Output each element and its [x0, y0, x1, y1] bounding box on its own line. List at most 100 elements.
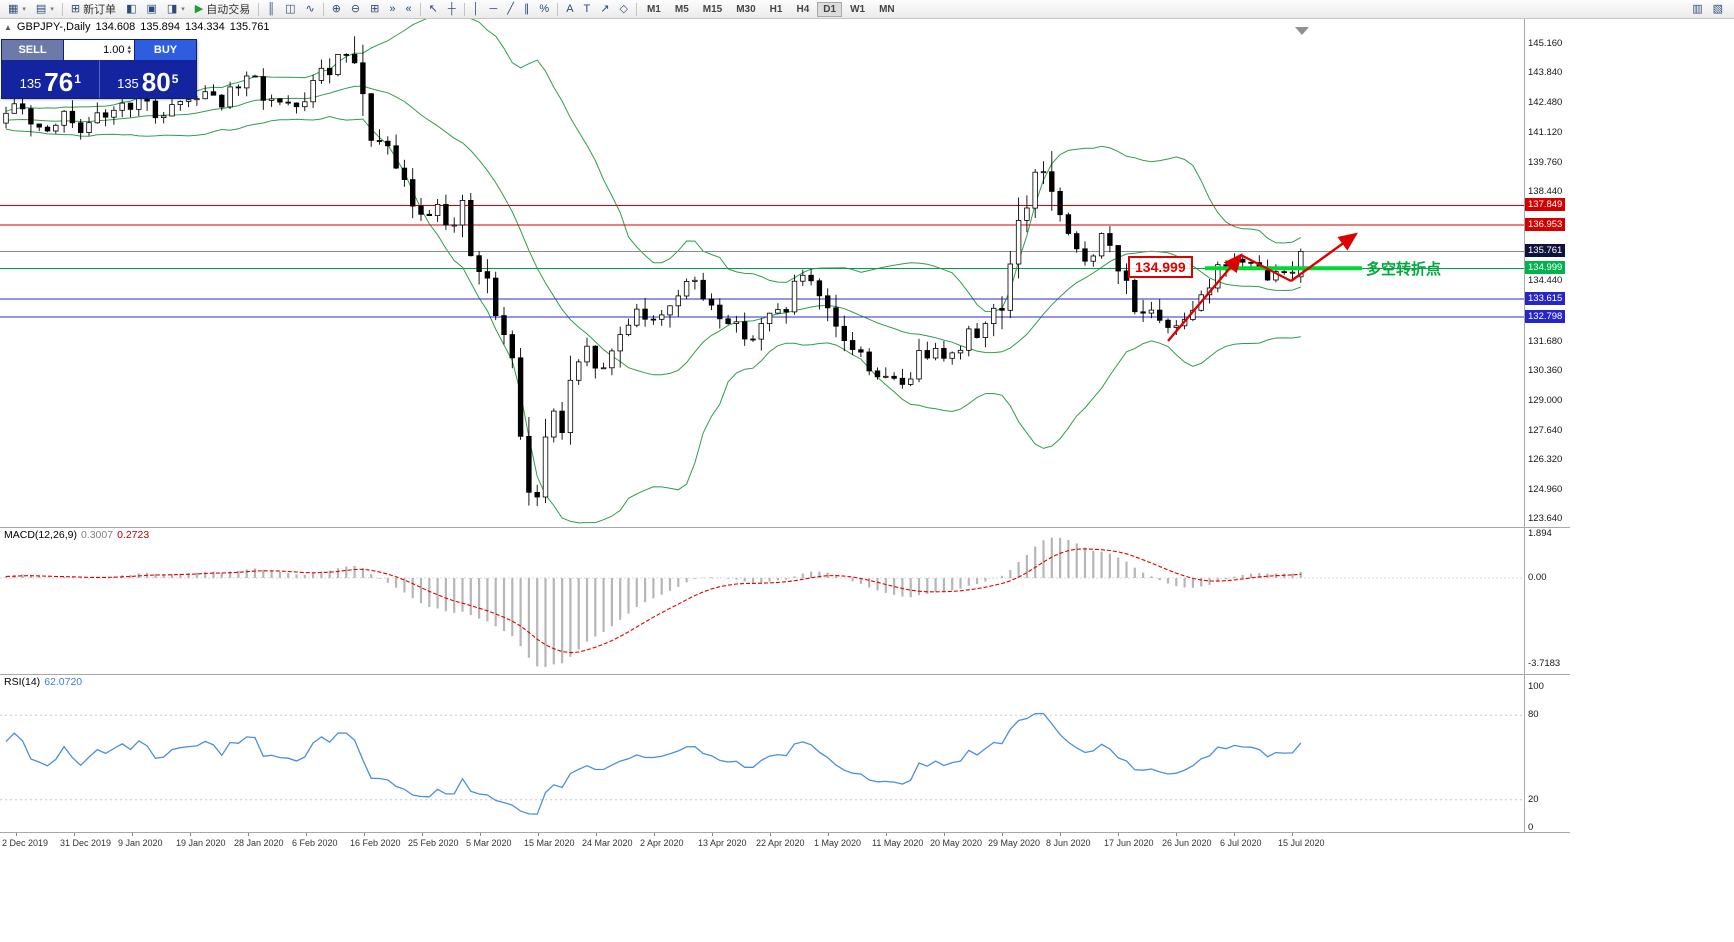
price-axis[interactable]: 145.160 143.840 142.480 141.120 139.760 138.4…	[1525, 0, 1585, 942]
spinner-down-icon[interactable]: ▾	[127, 49, 131, 56]
sell-price-button[interactable]: 135 76 1	[2, 60, 99, 98]
time-axis-tick	[306, 833, 307, 836]
price-axis-border	[1524, 18, 1525, 832]
chart-canvas[interactable]	[0, 18, 1524, 527]
candlestick-chart-icon[interactable]: ◫	[280, 0, 300, 18]
toolbar-separator	[419, 2, 421, 16]
new-chart-icon[interactable]: ▦ ▾	[3, 0, 31, 18]
toolbar-separator	[61, 2, 63, 16]
crosshair-icon[interactable]: ┼	[443, 0, 461, 18]
macd-axis-label: -3.7183	[1528, 658, 1561, 669]
price-axis-label: 141.120	[1528, 127, 1563, 138]
text-label-icon[interactable]: T	[579, 0, 596, 18]
chart-list-icon[interactable]: ▥	[1687, 0, 1707, 18]
data-window-icon: ▣	[146, 2, 157, 15]
timeframe-mn[interactable]: MN	[879, 3, 895, 15]
turning-point-label[interactable]: 多空转折点	[1366, 261, 1442, 278]
chart-shift-icon[interactable]: «	[400, 0, 416, 18]
data-window-icon[interactable]: ▣	[141, 0, 161, 18]
time-axis-tick	[422, 833, 423, 836]
price-axis-label: 129.000	[1528, 395, 1563, 406]
low-value: 134.334	[185, 21, 225, 33]
date-label: 9 Jan 2020	[118, 838, 163, 848]
rsi-panel-separator[interactable]	[0, 674, 1570, 675]
docking-icon: ▧	[1712, 2, 1723, 15]
time-axis-tick	[74, 833, 75, 836]
arrows-icon[interactable]: ↗	[595, 0, 614, 18]
trendline-icon[interactable]: ╱	[502, 0, 519, 18]
price-line-label: 135.761	[1525, 244, 1566, 257]
timeframe-m15[interactable]: M15	[702, 3, 723, 15]
time-axis-tick	[190, 833, 191, 836]
spinner-up-icon[interactable]: ▴	[127, 44, 131, 51]
sell-price-pips: 76	[44, 67, 74, 97]
timeframe-h1[interactable]: H1	[769, 3, 783, 15]
timeframe-h4[interactable]: H4	[796, 3, 810, 15]
text-icon[interactable]: A	[561, 0, 578, 18]
zoom-out-icon[interactable]: ⊖	[346, 0, 365, 18]
symbol-period-label: GBPJPY-,Daily	[16, 21, 91, 33]
timeframe-m5[interactable]: M5	[674, 3, 689, 15]
vertical-line-icon[interactable]: │	[468, 0, 485, 18]
timeframe-m30[interactable]: M30	[736, 3, 756, 15]
horizontal-line-icon[interactable]: ─	[484, 0, 502, 18]
date-label: 11 May 2020	[872, 838, 924, 848]
buy-button[interactable]: BUY	[135, 40, 196, 60]
fibonacci-icon[interactable]: %	[534, 0, 554, 18]
buy-price-button[interactable]: 135 80 5	[98, 60, 197, 98]
equidistant-channel-icon[interactable]: ∥	[519, 0, 535, 18]
time-axis-tick	[596, 833, 597, 836]
rsi-indicator-label: RSI(14) 62.0720	[4, 676, 82, 688]
vertical-line-icon: │	[472, 2, 480, 15]
shapes-icon[interactable]: ◇	[614, 0, 632, 18]
auto-scroll-icon[interactable]: »	[384, 0, 400, 18]
time-axis-tick	[886, 833, 887, 836]
time-axis-tick	[1292, 833, 1293, 836]
time-axis-tick	[1176, 833, 1177, 836]
date-label: 31 Dec 2019	[60, 838, 112, 848]
new-order-button[interactable]: ⊞ 新订单	[66, 0, 121, 18]
date-label: 6 Jul 2020	[1220, 838, 1262, 848]
date-label: 1 May 2020	[814, 838, 862, 848]
rsi-axis-label: 20	[1528, 794, 1539, 805]
docking-icon[interactable]: ▧	[1708, 0, 1728, 18]
date-label: 26 Jun 2020	[1162, 838, 1212, 848]
navigator-icon[interactable]: ◨ ▾	[162, 0, 190, 18]
volume-input[interactable]: 1.00 ▴ ▾	[63, 40, 135, 60]
rsi-name: RSI(14)	[4, 676, 41, 688]
time-axis[interactable]: 2 Dec 2019 31 Dec 2019 9 Jan 2020 19 Jan 20…	[0, 832, 1570, 852]
candlestick-chart-icon: ◫	[285, 2, 296, 15]
timeframe-d1[interactable]: D1	[817, 1, 843, 17]
macd-panel-separator[interactable]	[0, 527, 1570, 528]
cursor-icon[interactable]: ↖	[424, 0, 443, 18]
sell-price-point: 1	[74, 72, 81, 86]
price-line-label: 134.999	[1525, 261, 1566, 274]
one-click-collapse-icon[interactable]: ▲	[4, 23, 12, 32]
volume-spinner[interactable]: ▴ ▾	[127, 44, 131, 56]
close-value: 135.761	[229, 21, 270, 33]
timeframe-m1[interactable]: M1	[646, 3, 661, 15]
zoom-in-icon[interactable]: ⊕	[327, 0, 346, 18]
market-watch-icon[interactable]: ◧	[121, 0, 141, 18]
macd-indicator-label: MACD(12,26,9) 0.3007 0.2723	[4, 529, 149, 541]
profiles-icon[interactable]: ▤ ▾	[31, 0, 59, 18]
rsi-canvas[interactable]	[0, 674, 1524, 832]
line-chart-icon[interactable]: ∿	[300, 0, 319, 18]
fibonacci-icon: %	[539, 2, 550, 15]
date-label: 25 Feb 2020	[408, 838, 459, 848]
price-axis-label: 134.440	[1528, 275, 1563, 286]
trendline-icon: ╱	[507, 2, 514, 15]
price-line-label: 136.953	[1525, 218, 1566, 231]
toolbar-separator	[635, 2, 637, 16]
tile-windows-icon[interactable]: ⊞	[365, 0, 384, 18]
price-axis-label: 139.760	[1528, 157, 1563, 168]
autotrading-button: ▶	[194, 2, 204, 15]
timeframe-w1[interactable]: W1	[850, 3, 866, 15]
autotrading-button[interactable]: ▶ 自动交易	[190, 0, 255, 18]
sell-button[interactable]: SELL	[2, 40, 63, 60]
toolbar-separator	[322, 2, 324, 16]
macd-canvas[interactable]	[0, 527, 1524, 674]
price-callout[interactable]: 134.999	[1128, 256, 1193, 278]
price-axis-label: 145.160	[1528, 38, 1563, 49]
bar-chart-icon[interactable]: ║	[262, 0, 280, 18]
